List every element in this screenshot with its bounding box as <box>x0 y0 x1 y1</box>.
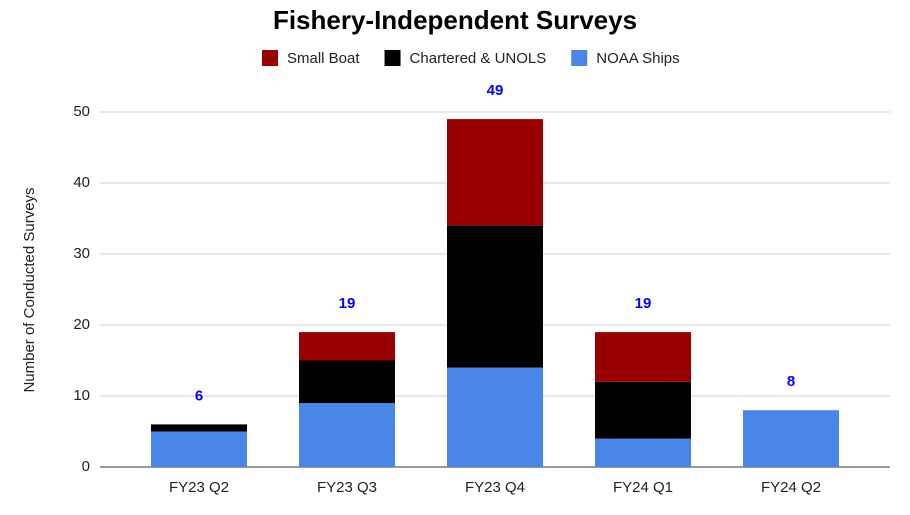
legend-swatch <box>384 50 401 66</box>
chart-title: Fishery-Independent Surveys <box>273 5 637 35</box>
bar-segment <box>595 332 691 382</box>
legend-swatch <box>262 50 278 66</box>
bar-segment <box>447 119 543 226</box>
y-tick-label: 20 <box>73 316 90 333</box>
bar-segment <box>299 332 395 361</box>
x-tick-label: FY23 Q2 <box>169 479 229 496</box>
total-label: 49 <box>487 82 504 99</box>
bar-segment <box>151 424 247 432</box>
bar-segment <box>299 403 395 467</box>
x-tick-label: FY24 Q1 <box>613 479 673 496</box>
y-tick-label: 30 <box>73 245 90 262</box>
bar-segment <box>743 410 839 467</box>
y-tick-label: 0 <box>82 458 90 475</box>
bar-segment <box>595 381 691 439</box>
legend-label: Small Boat <box>287 50 360 67</box>
y-tick-label: 50 <box>73 103 90 120</box>
bar-segment <box>595 438 691 467</box>
total-label: 8 <box>787 373 795 390</box>
x-tick-label: FY24 Q2 <box>761 479 821 496</box>
legend-label: NOAA Ships <box>596 50 679 67</box>
bar-segment <box>299 360 395 404</box>
total-label: 19 <box>339 295 356 312</box>
total-label: 6 <box>195 387 203 404</box>
legend-label: Chartered & UNOLS <box>410 50 547 67</box>
bar-segment <box>447 225 543 368</box>
x-tick-label: FY23 Q4 <box>465 479 525 496</box>
x-tick-label: FY23 Q3 <box>317 479 377 496</box>
total-label: 19 <box>635 295 652 312</box>
y-tick-label: 10 <box>73 387 90 404</box>
bar-segment <box>151 431 247 467</box>
legend-swatch <box>571 50 588 66</box>
y-axis-label: Number of Conducted Surveys <box>21 187 38 392</box>
bar-segment <box>447 367 543 467</box>
y-tick-label: 40 <box>73 174 90 191</box>
